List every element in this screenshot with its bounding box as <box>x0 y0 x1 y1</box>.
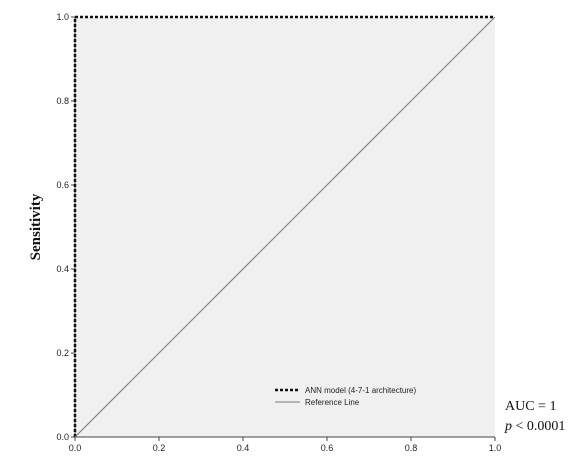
auc-value: AUC = 1 <box>505 399 557 414</box>
y-tick-label: 0.8 <box>56 96 69 106</box>
series-layer <box>73 15 496 438</box>
y-tick-label: 0.2 <box>56 348 69 358</box>
y-tick-label: 0.6 <box>56 180 69 190</box>
y-axis-label: Sensitivity <box>28 193 44 260</box>
legend-label-ann-model: ANN model (4-7-1 architecture) <box>305 386 416 395</box>
legend: ANN model (4-7-1 architecture) Reference… <box>270 379 492 415</box>
series-line-ann-model <box>73 15 495 437</box>
y-tick-label: 0.0 <box>56 432 69 442</box>
y-tick-label: 0.4 <box>56 264 69 274</box>
x-tick-label: 0.0 <box>69 443 82 453</box>
x-tick-label: 0.2 <box>153 443 166 453</box>
x-tick-label: 0.6 <box>321 443 334 453</box>
x-tick-label: 0.4 <box>237 443 250 453</box>
p-value: p < 0.0001 <box>505 417 565 437</box>
series-line-reference <box>74 16 496 438</box>
legend-label-reference-line: Reference Line <box>305 398 360 407</box>
y-tick-label: 1.0 <box>56 12 69 22</box>
x-tick-label: 1.0 <box>489 443 502 453</box>
x-tick-label: 0.8 <box>405 443 418 453</box>
stats-annotation: AUC = 1 p < 0.0001 <box>505 397 565 437</box>
legend-box <box>270 379 492 415</box>
p-symbol: p <box>505 419 512 434</box>
p-value-text: < 0.0001 <box>512 419 566 434</box>
tick-labels: 0.0 0.2 0.4 0.6 0.8 1.0 0.0 0.2 0.4 0.6 0.8 1.0 <box>56 12 501 453</box>
